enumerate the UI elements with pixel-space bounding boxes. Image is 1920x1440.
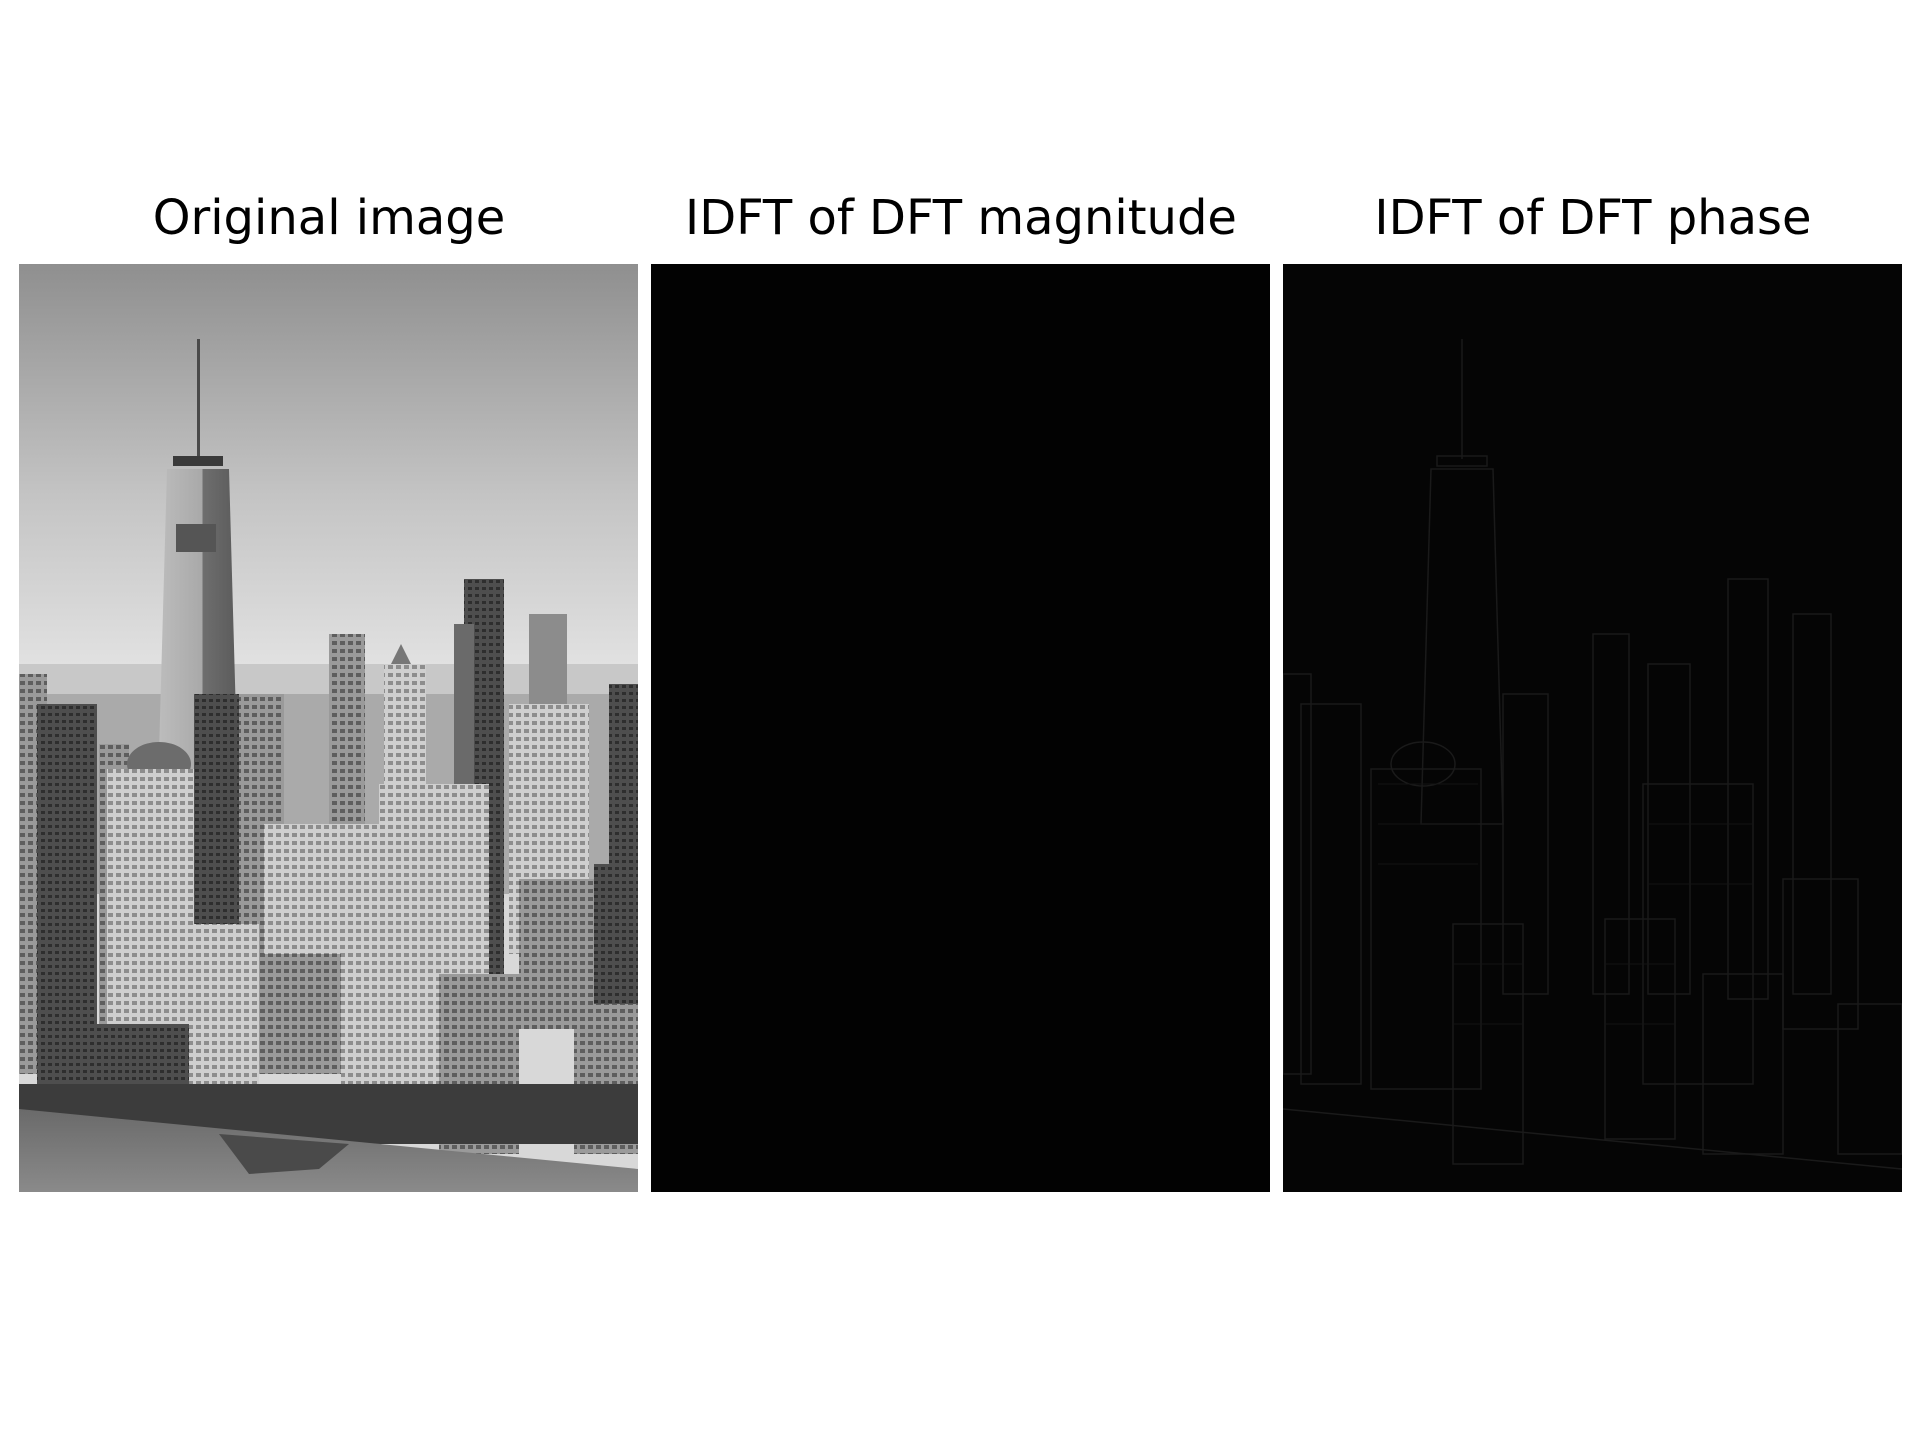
idft-magnitude-panel	[651, 264, 1270, 1192]
idft-phase-panel	[1283, 264, 1902, 1192]
original-image-panel	[19, 264, 638, 1192]
title-original-image: Original image	[152, 190, 506, 246]
phase-edge-outlines	[1283, 339, 1902, 1170]
title-idft-phase: IDFT of DFT phase	[1374, 190, 1812, 246]
skyline-photo	[19, 264, 638, 1192]
title-idft-magnitude: IDFT of DFT magnitude	[685, 190, 1237, 246]
